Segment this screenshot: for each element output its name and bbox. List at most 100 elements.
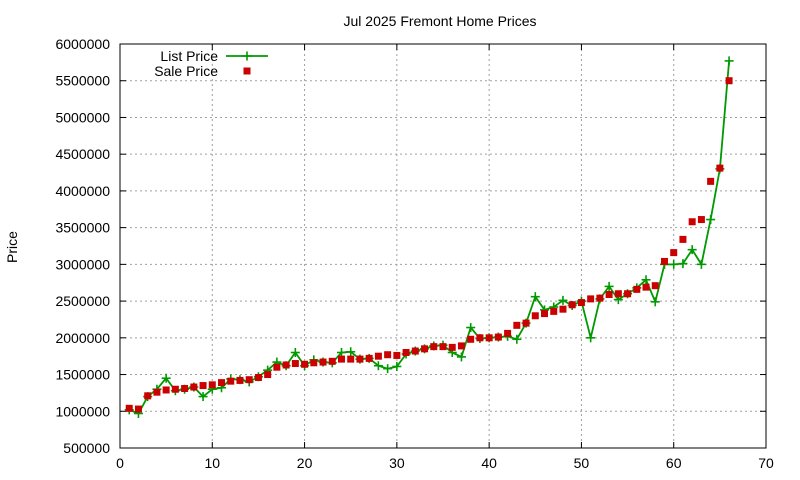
- sale-price-point: [384, 351, 392, 359]
- sale-price-point: [134, 405, 142, 413]
- y-tick-label: 1000000: [55, 403, 110, 419]
- list-price-point: [558, 295, 568, 305]
- list-price-point: [346, 347, 356, 357]
- sale-price-point: [337, 355, 345, 363]
- legend-list-price-marker: [242, 51, 252, 61]
- list-price-point: [641, 275, 651, 285]
- sale-price-point: [697, 216, 705, 224]
- sale-price-point: [448, 343, 456, 351]
- sale-price-point: [605, 290, 613, 298]
- y-tick-label: 1500000: [55, 367, 110, 383]
- list-price-line: [128, 60, 730, 415]
- sale-price-point: [282, 361, 290, 369]
- sale-price-point: [328, 357, 336, 365]
- list-price-point: [336, 348, 346, 358]
- sale-price-point: [670, 249, 678, 257]
- sale-price-point: [374, 352, 382, 360]
- sale-price-point: [531, 312, 539, 320]
- sale-price-point: [171, 385, 179, 393]
- sale-price-point: [347, 355, 355, 363]
- y-tick-label: 4000000: [55, 183, 110, 199]
- x-tick-label: 40: [481, 455, 497, 471]
- sale-price-point: [199, 382, 207, 390]
- sale-price-point: [660, 257, 668, 265]
- x-tick-label: 70: [758, 455, 774, 471]
- x-tick-label: 0: [116, 455, 124, 471]
- legend-sale-price-marker: [243, 67, 251, 75]
- sale-price-point: [393, 351, 401, 359]
- sale-price-point: [411, 347, 419, 355]
- grid-lines: [120, 44, 766, 448]
- sale-price-point: [513, 321, 521, 329]
- sale-price-point: [688, 218, 696, 226]
- legend-label-sale-price: Sale Price: [154, 63, 218, 79]
- sale-price-point: [541, 310, 549, 318]
- list-price-point: [586, 333, 596, 343]
- list-price-point: [706, 215, 716, 225]
- sale-price-point: [162, 386, 170, 394]
- y-tick-label: 4500000: [55, 146, 110, 162]
- sale-price-point: [236, 376, 244, 384]
- sale-price-point: [679, 235, 687, 243]
- series-layer: [124, 56, 734, 418]
- y-tick-label: 2500000: [55, 293, 110, 309]
- sale-price-point: [596, 294, 604, 302]
- list-price-point: [724, 56, 734, 66]
- list-price-point: [466, 323, 476, 333]
- sale-price-point: [550, 307, 558, 315]
- sale-price-point: [153, 388, 161, 396]
- list-price-point: [456, 352, 466, 362]
- y-tick-label: 3500000: [55, 220, 110, 236]
- list-price-point: [383, 364, 393, 374]
- sale-price-point: [624, 290, 632, 298]
- sale-price-point: [319, 358, 327, 366]
- list-price-point: [669, 259, 679, 269]
- list-price-point: [290, 348, 300, 358]
- y-tick-label: 3000000: [55, 256, 110, 272]
- sale-price-point: [651, 282, 659, 290]
- sale-price-point: [264, 371, 272, 379]
- x-tick-label: 30: [389, 455, 405, 471]
- list-price-point: [687, 245, 697, 255]
- chart-title: Jul 2025 Fremont Home Prices: [344, 13, 537, 29]
- list-price-point: [650, 297, 660, 307]
- sale-price-point: [725, 77, 733, 85]
- sale-price-point: [291, 360, 299, 368]
- sale-price-point: [587, 295, 595, 303]
- sale-price-point: [559, 305, 567, 313]
- sale-price-point: [642, 283, 650, 291]
- list-price-point: [373, 361, 383, 371]
- sale-price-point: [301, 360, 309, 368]
- sale-price-point: [476, 334, 484, 342]
- sale-price-point: [208, 381, 216, 389]
- sale-price-point: [402, 349, 410, 357]
- sale-price-point: [125, 404, 133, 412]
- x-tick-label: 20: [297, 455, 313, 471]
- list-price-point: [512, 334, 522, 344]
- legend-sample-sale-price: [243, 67, 251, 75]
- sale-price-point: [494, 333, 502, 341]
- sale-price-point: [430, 343, 438, 351]
- y-tick-label: 2000000: [55, 330, 110, 346]
- sale-price-point: [227, 377, 235, 385]
- sale-price-point: [577, 299, 585, 307]
- legend-label-list-price: List Price: [160, 48, 218, 64]
- list-price-point: [198, 392, 208, 402]
- list-price-point: [678, 259, 688, 269]
- sale-price-point: [356, 355, 364, 363]
- sale-price-point: [614, 290, 622, 298]
- sale-price-point: [504, 329, 512, 337]
- plot-frame: [119, 43, 767, 449]
- y-tick-label: 6000000: [55, 36, 110, 52]
- sale-price-point: [568, 301, 576, 309]
- sale-price-point: [190, 383, 198, 391]
- sale-price-point: [421, 345, 429, 353]
- sale-price-point: [218, 379, 226, 387]
- x-tick-label: 50: [574, 455, 590, 471]
- axes: 0 10 20 30 40 50 60 70 500000 1000000 1500000 20000…: [55, 36, 774, 471]
- sale-price-point: [439, 343, 447, 351]
- y-tick-label: 5500000: [55, 73, 110, 89]
- list-price-point: [530, 292, 540, 302]
- x-tick-label: 10: [204, 455, 220, 471]
